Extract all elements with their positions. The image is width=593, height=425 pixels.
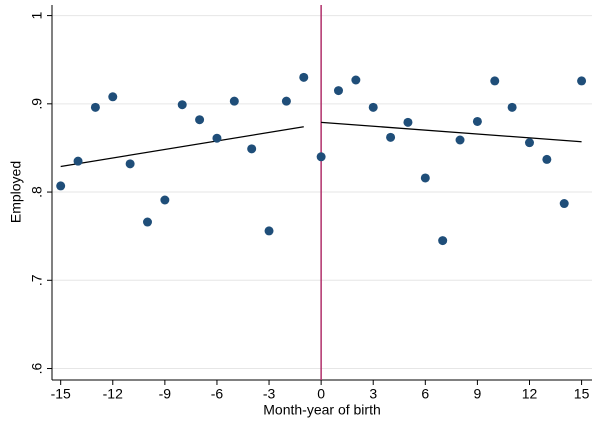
point xyxy=(108,92,118,102)
point xyxy=(90,102,100,112)
point xyxy=(386,132,396,142)
x-tick-label: -6 xyxy=(211,386,224,402)
y-tick-label: .8 xyxy=(29,186,45,198)
point xyxy=(142,217,152,227)
point xyxy=(455,135,465,145)
point xyxy=(351,75,361,85)
point xyxy=(472,116,482,126)
x-tick-label: -9 xyxy=(159,386,172,402)
y-tick-label: .7 xyxy=(29,274,45,286)
point xyxy=(160,195,170,205)
y-tick-label: .6 xyxy=(29,362,45,374)
point xyxy=(559,199,569,209)
x-tick-label: 12 xyxy=(522,386,538,402)
point xyxy=(229,96,239,106)
point xyxy=(420,173,430,183)
point xyxy=(264,226,274,236)
x-tick-label: -15 xyxy=(51,386,71,402)
point xyxy=(403,117,413,127)
point xyxy=(333,86,343,96)
x-tick-label: 0 xyxy=(317,386,325,402)
x-tick-label: -3 xyxy=(263,386,276,402)
point xyxy=(195,115,205,125)
point xyxy=(368,102,378,112)
point xyxy=(524,138,534,148)
point xyxy=(125,159,135,169)
point xyxy=(490,76,500,86)
point xyxy=(438,236,448,246)
y-tick-label: .9 xyxy=(29,98,45,110)
x-tick-label: 15 xyxy=(574,386,590,402)
x-axis-label: Month-year of birth xyxy=(263,402,381,418)
x-tick-label: 9 xyxy=(474,386,482,402)
y-axis-label: Employed xyxy=(8,161,24,223)
x-tick-label: -12 xyxy=(103,386,123,402)
fit-line xyxy=(60,126,304,168)
point xyxy=(247,144,257,154)
point xyxy=(73,156,83,166)
point xyxy=(56,181,66,191)
fit-line xyxy=(321,121,582,143)
point xyxy=(316,152,326,162)
y-tick-label: 1 xyxy=(29,11,45,19)
point xyxy=(299,72,309,82)
point xyxy=(281,96,291,106)
point xyxy=(177,100,187,110)
point xyxy=(212,133,222,143)
x-tick-label: 3 xyxy=(369,386,377,402)
point xyxy=(507,102,517,112)
point xyxy=(577,76,587,86)
x-tick-label: 6 xyxy=(421,386,429,402)
point xyxy=(542,154,552,164)
